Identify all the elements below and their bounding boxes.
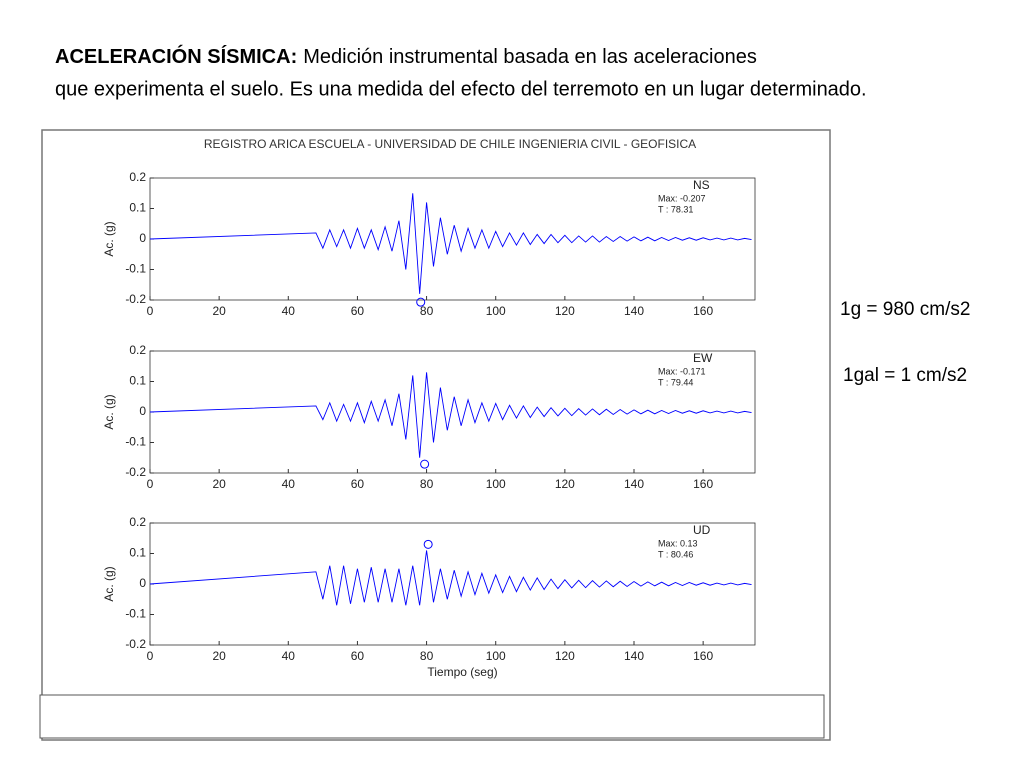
component-label: EW	[693, 351, 713, 365]
y-tick-label: -0.1	[125, 607, 146, 621]
peak-marker	[423, 539, 433, 549]
y-tick-label: -0.2	[125, 637, 146, 651]
note: 1g = 980 cm/s2	[840, 299, 970, 320]
x-tick-label: 20	[212, 304, 226, 318]
y-tick-label: 0	[139, 231, 146, 245]
x-tick-label: 100	[486, 304, 506, 318]
component-label: NS	[693, 178, 710, 192]
y-tick-label: 0.1	[129, 201, 146, 215]
plots: 0.20.10-0.1-0.20 20 40 60 80 100 120 140 160Ac. …	[102, 170, 756, 679]
x-tick-label: 40	[282, 304, 296, 318]
x-tick-label: 160	[693, 304, 713, 318]
x-tick-label: 100	[486, 649, 506, 663]
y-tick-label: 0.2	[129, 343, 146, 357]
x-tick-label: 140	[624, 304, 644, 318]
x-tick-label: 0	[147, 649, 154, 663]
x-tick-label: 80	[420, 477, 434, 491]
annotation: T : 80.46	[658, 549, 693, 559]
plot-frame	[149, 177, 756, 301]
y-axis-label: Ac. (g)	[102, 221, 116, 256]
x-tick-label: 40	[282, 649, 296, 663]
component-label: UD	[693, 523, 711, 537]
annotation: T : 79.44	[658, 377, 693, 387]
y-tick-label: 0	[139, 404, 146, 418]
y-tick-label: 0	[139, 576, 146, 590]
peak-marker	[420, 459, 430, 469]
y-axis-label: Ac. (g)	[102, 566, 116, 601]
x-axis-label: Tiempo (seg)	[427, 665, 497, 679]
x-tick-label: 120	[555, 477, 575, 491]
trace	[149, 550, 752, 606]
x-tick-label: 20	[212, 477, 226, 491]
y-tick-label: 0.2	[129, 515, 146, 529]
y-axis-label: Ac. (g)	[102, 394, 116, 429]
x-tick-label: 60	[351, 649, 365, 663]
y-tick-label: -0.2	[125, 292, 146, 306]
heading-bold: ACELERACIÓN SÍSMICA:	[55, 44, 297, 68]
heading-text: Medición instrumental basada en las acel…	[303, 46, 757, 68]
heading-line-1: ACELERACIÓN SÍSMICA: Medición instrumenta…	[55, 44, 757, 68]
x-tick-label: 0	[147, 477, 154, 491]
peak-marker	[416, 297, 426, 307]
x-tick-label: 120	[555, 304, 575, 318]
x-tick-label: 20	[212, 649, 226, 663]
x-tick-label: 0	[147, 304, 154, 318]
annotation: Max: -0.207	[658, 193, 706, 203]
annotation: T : 78.31	[658, 204, 693, 214]
x-tick-label: 40	[282, 477, 296, 491]
y-tick-label: -0.1	[125, 262, 146, 276]
caption-box	[39, 694, 825, 739]
annotation: Max: -0.171	[658, 366, 706, 376]
y-tick-label: 0.1	[129, 546, 146, 560]
x-tick-label: 160	[693, 477, 713, 491]
x-tick-label: 80	[420, 649, 434, 663]
x-tick-label: 120	[555, 649, 575, 663]
x-tick-label: 80	[420, 304, 434, 318]
x-tick-label: 60	[351, 477, 365, 491]
note: 1gal = 1 cm/s2	[843, 365, 967, 386]
x-tick-label: 140	[624, 477, 644, 491]
x-tick-label: 160	[693, 649, 713, 663]
heading-line-2: que experimenta el suelo. Es una medida …	[55, 78, 867, 100]
plot-frame	[149, 350, 756, 474]
figure-title: REGISTRO ARICA ESCUELA - UNIVERSIDAD DE …	[204, 137, 696, 151]
y-tick-label: -0.1	[125, 435, 146, 449]
y-tick-label: -0.2	[125, 465, 146, 479]
trace	[149, 372, 752, 458]
x-tick-label: 100	[486, 477, 506, 491]
trace	[149, 193, 752, 294]
y-tick-label: 0.2	[129, 170, 146, 184]
x-tick-label: 140	[624, 649, 644, 663]
x-tick-label: 60	[351, 304, 365, 318]
y-tick-label: 0.1	[129, 374, 146, 388]
annotation: Max: 0.13	[658, 538, 698, 548]
